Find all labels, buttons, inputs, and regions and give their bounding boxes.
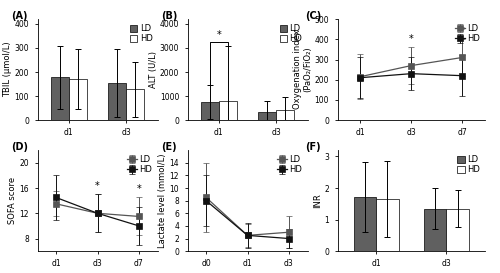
Y-axis label: Lactate level (mmol/L): Lactate level (mmol/L) (158, 153, 168, 248)
Y-axis label: TBIL (μmol/L): TBIL (μmol/L) (4, 42, 13, 97)
Text: (B): (B) (161, 11, 178, 21)
Y-axis label: SOFA score: SOFA score (8, 177, 18, 224)
Bar (276, 110, 294, 120)
Legend: LD, HD: LD, HD (129, 23, 154, 44)
Bar (446, 209, 469, 251)
Legend: LD, HD: LD, HD (276, 154, 303, 175)
Text: (E): (E) (161, 142, 176, 152)
Text: *: * (409, 34, 414, 44)
Bar (108, 83, 126, 120)
Y-axis label: Oxygenation index
(PaO₂/FiO₂): Oxygenation index (PaO₂/FiO₂) (293, 30, 312, 109)
Text: (F): (F) (305, 142, 320, 152)
Bar (200, 102, 219, 120)
Legend: LD, HD: LD, HD (279, 23, 303, 44)
Bar (354, 197, 376, 251)
Text: *: * (460, 26, 464, 36)
Bar (376, 199, 398, 251)
Text: (C): (C) (305, 11, 322, 21)
Text: *: * (216, 30, 222, 40)
Text: *: * (136, 185, 141, 194)
Bar (126, 89, 144, 120)
Bar (258, 112, 276, 120)
Y-axis label: ALT (U/L): ALT (U/L) (148, 51, 158, 88)
Bar (219, 101, 237, 120)
Text: (A): (A) (11, 11, 28, 21)
Bar (424, 209, 446, 251)
Y-axis label: INR: INR (313, 193, 322, 208)
Text: *: * (95, 181, 100, 191)
Bar (69, 79, 87, 120)
Legend: LD, HD: LD, HD (126, 154, 154, 175)
Legend: LD, HD: LD, HD (454, 23, 481, 44)
Text: (D): (D) (11, 142, 28, 152)
Legend: LD, HD: LD, HD (456, 154, 481, 175)
Bar (50, 77, 69, 120)
